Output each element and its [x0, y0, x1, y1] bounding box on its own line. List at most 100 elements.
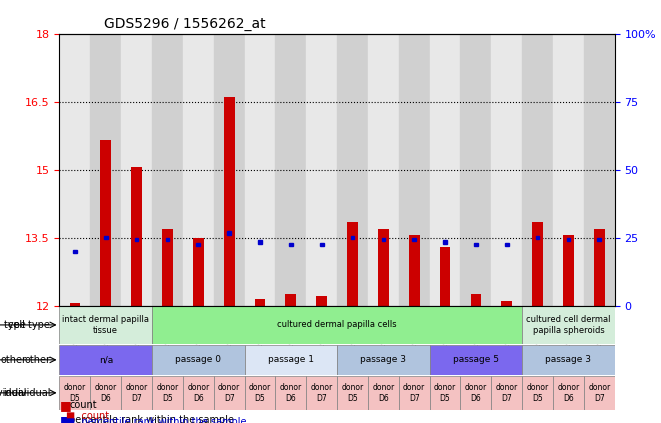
Bar: [320, 243, 323, 246]
Bar: [351, 236, 354, 239]
Bar: [440, 247, 451, 305]
FancyBboxPatch shape: [522, 345, 615, 375]
FancyBboxPatch shape: [306, 376, 337, 409]
Text: individual: individual: [0, 388, 26, 398]
Bar: [196, 243, 200, 246]
FancyBboxPatch shape: [337, 376, 368, 409]
Text: other: other: [24, 355, 50, 365]
Text: donor
D7: donor D7: [126, 383, 147, 403]
Bar: [584, 34, 615, 305]
FancyBboxPatch shape: [152, 376, 183, 409]
Bar: [505, 243, 508, 246]
FancyBboxPatch shape: [245, 345, 337, 375]
Bar: [474, 243, 478, 246]
Bar: [258, 241, 262, 244]
FancyBboxPatch shape: [152, 306, 522, 343]
Bar: [598, 238, 601, 242]
Bar: [563, 235, 574, 305]
FancyBboxPatch shape: [368, 376, 399, 409]
Text: donor
D7: donor D7: [311, 383, 332, 403]
Text: donor
D6: donor D6: [557, 383, 580, 403]
Bar: [91, 34, 121, 305]
Bar: [471, 294, 481, 305]
Text: donor
D6: donor D6: [95, 383, 117, 403]
Bar: [183, 34, 214, 305]
Bar: [245, 34, 276, 305]
Bar: [152, 34, 183, 305]
FancyBboxPatch shape: [91, 376, 121, 409]
Bar: [461, 34, 491, 305]
Bar: [69, 303, 81, 305]
Bar: [368, 34, 399, 305]
FancyBboxPatch shape: [183, 376, 214, 409]
Text: ■  count: ■ count: [66, 411, 109, 421]
Bar: [104, 236, 108, 239]
Bar: [254, 299, 265, 305]
FancyBboxPatch shape: [430, 376, 461, 409]
Bar: [131, 168, 142, 305]
Text: intact dermal papilla
tissue: intact dermal papilla tissue: [62, 315, 149, 335]
Text: n/a: n/a: [98, 355, 113, 364]
Text: ■  percentile rank within the sample: ■ percentile rank within the sample: [66, 417, 247, 423]
Text: donor
D6: donor D6: [465, 383, 487, 403]
Bar: [408, 235, 420, 305]
Bar: [289, 243, 293, 246]
Bar: [594, 228, 605, 305]
Text: donor
D5: donor D5: [342, 383, 364, 403]
FancyBboxPatch shape: [522, 306, 615, 343]
Bar: [501, 301, 512, 305]
Text: passage 1: passage 1: [268, 355, 314, 364]
FancyBboxPatch shape: [59, 306, 152, 343]
Bar: [347, 222, 358, 305]
FancyBboxPatch shape: [245, 376, 276, 409]
Text: donor
D5: donor D5: [249, 383, 271, 403]
Bar: [121, 34, 152, 305]
Bar: [227, 231, 231, 235]
Text: donor
D7: donor D7: [403, 383, 425, 403]
Text: donor
D5: donor D5: [434, 383, 456, 403]
Text: ■: ■: [59, 399, 71, 412]
Bar: [73, 250, 77, 253]
FancyBboxPatch shape: [152, 345, 245, 375]
FancyBboxPatch shape: [276, 376, 306, 409]
Text: GDS5296 / 1556262_at: GDS5296 / 1556262_at: [104, 17, 266, 31]
Text: donor
D6: donor D6: [280, 383, 302, 403]
FancyBboxPatch shape: [59, 376, 91, 409]
Text: ■: ■: [59, 414, 71, 423]
Bar: [276, 34, 306, 305]
Bar: [317, 297, 327, 305]
Bar: [306, 34, 337, 305]
FancyBboxPatch shape: [399, 376, 430, 409]
FancyBboxPatch shape: [214, 376, 245, 409]
Bar: [337, 34, 368, 305]
Text: passage 0: passage 0: [175, 355, 221, 364]
Bar: [59, 34, 91, 305]
Bar: [566, 238, 570, 242]
Text: other: other: [0, 355, 26, 365]
Bar: [135, 238, 138, 242]
Bar: [378, 228, 389, 305]
Text: cultured dermal papilla cells: cultured dermal papilla cells: [278, 321, 397, 330]
FancyBboxPatch shape: [553, 376, 584, 409]
Bar: [522, 34, 553, 305]
Text: passage 3: passage 3: [360, 355, 407, 364]
FancyBboxPatch shape: [59, 345, 152, 375]
Bar: [399, 34, 430, 305]
Text: passage 5: passage 5: [453, 355, 499, 364]
Bar: [286, 294, 296, 305]
Bar: [412, 238, 416, 242]
Text: cell type: cell type: [0, 320, 26, 330]
Text: individual: individual: [3, 388, 50, 398]
Bar: [553, 34, 584, 305]
Bar: [430, 34, 461, 305]
Text: donor
D6: donor D6: [187, 383, 210, 403]
Bar: [381, 238, 385, 242]
Text: percentile rank within the sample: percentile rank within the sample: [69, 415, 235, 423]
FancyBboxPatch shape: [461, 376, 491, 409]
Bar: [532, 222, 543, 305]
Bar: [214, 34, 245, 305]
Bar: [100, 140, 111, 305]
FancyBboxPatch shape: [337, 345, 430, 375]
Bar: [491, 34, 522, 305]
Text: cell type: cell type: [9, 320, 50, 330]
